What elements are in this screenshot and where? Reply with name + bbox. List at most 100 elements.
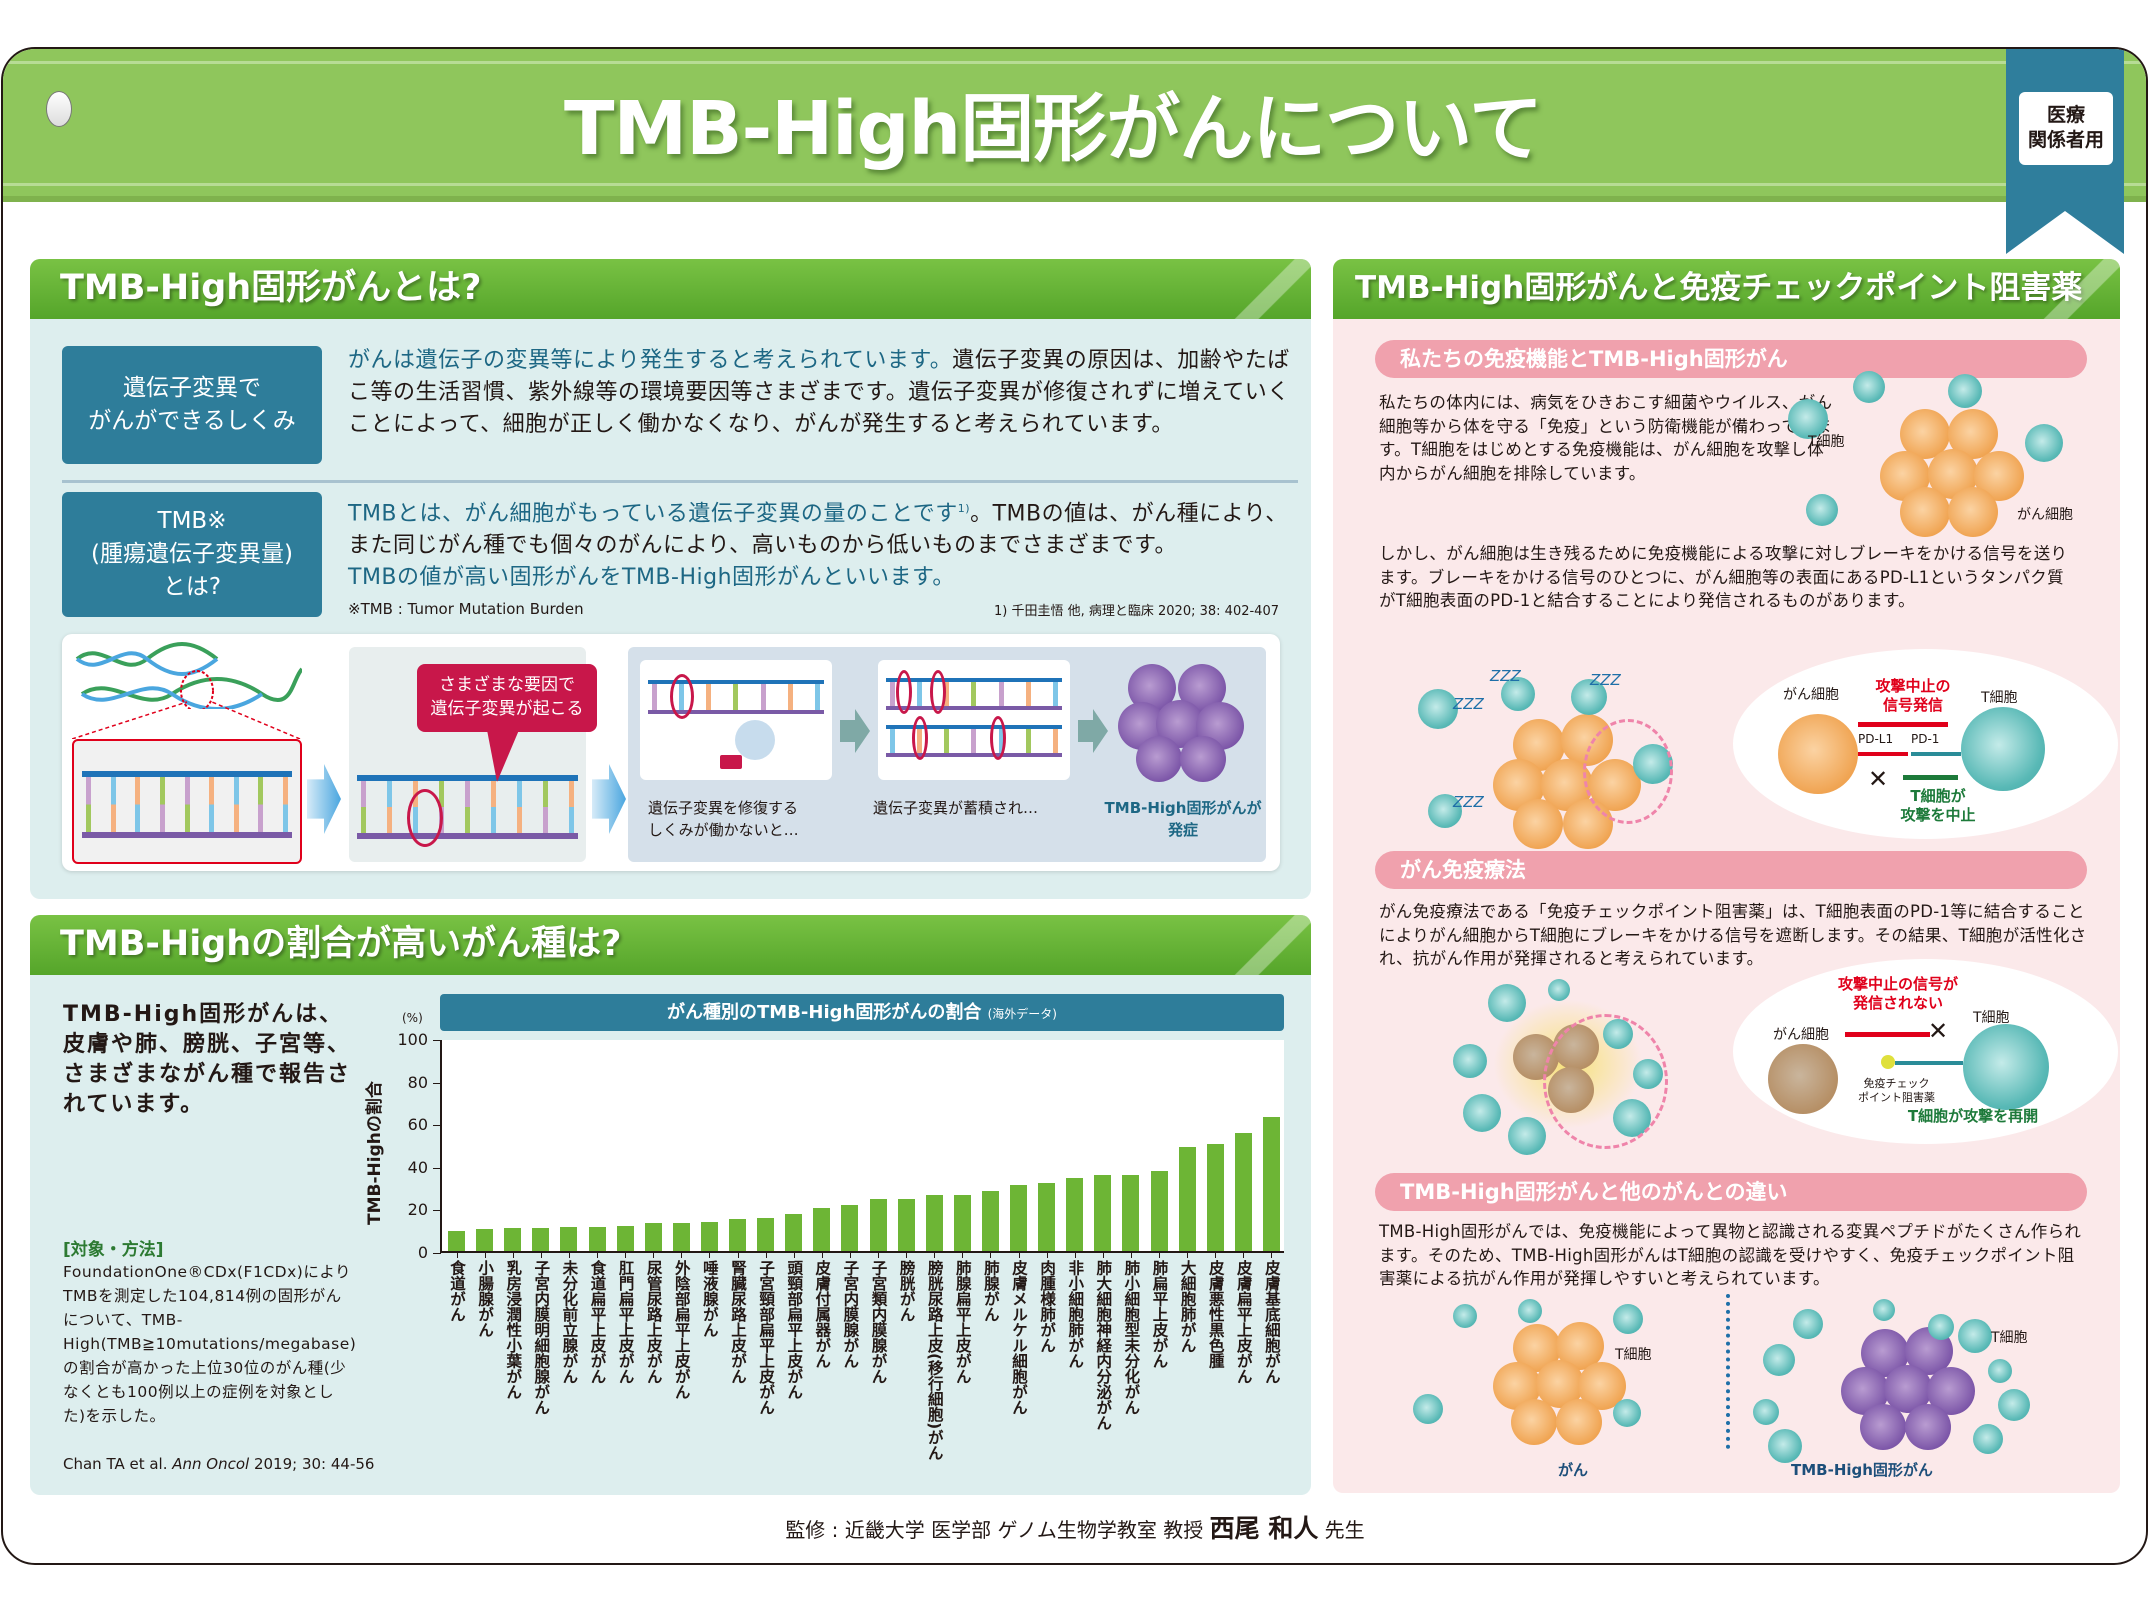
attack-resumed-label: T細胞が攻撃を再開: [1907, 1107, 2039, 1125]
suppressed-tcells-illustration: [1393, 659, 1693, 849]
x-axis-label: 食道がん: [448, 1260, 466, 1322]
bar: [1234, 1133, 1252, 1251]
x-axis-label: 肺腺扁平上皮がん: [953, 1260, 972, 1384]
bar: [1150, 1171, 1168, 1251]
immunotherapy-text: がん免疫療法である「免疫チェックポイント阻害薬」は、T細胞表面のPD-1等に結合…: [1379, 902, 2087, 968]
arrow-right-icon: [592, 764, 626, 834]
mutation-illustration: さまざまな要因で 遺伝子変異が起こる: [62, 634, 1280, 871]
y-axis-title: TMB-Highの割合: [365, 1081, 385, 1225]
bar: [1066, 1177, 1084, 1251]
y-axis-tick-label: 60: [407, 1115, 428, 1135]
label-mechanism: 遺伝子変異で がんができるしくみ: [62, 346, 322, 464]
x-axis-label: 皮膚メルケル細胞がん: [1010, 1260, 1028, 1415]
dna-normal: [72, 739, 302, 864]
lead-text: TMB-High固形がんは、皮膚や肺、膀胱、子宮等、さまざまながん種で報告されて…: [63, 1002, 352, 1117]
section-title: TMB-Highの割合が高いがん種は?: [30, 915, 1311, 975]
x-axis-label: 皮膚悪性黒色腫: [1206, 1260, 1225, 1369]
tcell-icon: [1963, 1024, 2049, 1110]
tcell-attack-illustration: [1788, 369, 2088, 539]
bar: [1010, 1184, 1027, 1251]
bar: [953, 1194, 971, 1251]
difference-text: TMB-High固形がんでは、免疫機能によって異物と認識される変異ペプチドがたく…: [1379, 1222, 2082, 1288]
block-x-icon: ✕: [1928, 1017, 1949, 1045]
bar: [616, 1226, 634, 1251]
bar: [869, 1198, 887, 1251]
method-text: FoundationOne®CDx(F1CDx)によりTMBを測定した104,8…: [63, 1263, 357, 1425]
bar: [1178, 1147, 1196, 1251]
chart-title: がん種別のTMB-High固形がんの割合 (海外データ): [440, 994, 1284, 1031]
bar: [1094, 1175, 1112, 1251]
x-axis-label: 乳房浸潤性小葉がん: [504, 1260, 523, 1400]
tmb-high-cancer-cluster-icon: [1118, 662, 1248, 782]
page-title: TMB-High固形がんについて: [564, 86, 1543, 172]
bar: [981, 1191, 999, 1251]
audience-badge: 医療 関係者用: [2019, 92, 2113, 165]
method-heading: [対象・方法]: [63, 1240, 164, 1260]
no-stop-signal-label: 攻撃中止の信号が 発信されない: [1837, 975, 1958, 1012]
accumulation-panel: 遺伝子変異を修復する しくみが働かないと… 遺伝子変異が蓄積され… TMB-Hi…: [628, 647, 1266, 862]
bar: [925, 1195, 943, 1251]
x-axis-label: 小腸腺がん: [476, 1260, 495, 1338]
toolbox-icon: [720, 755, 742, 769]
x-axis-label: 皮膚扁平上皮がん: [1234, 1260, 1253, 1384]
bar: [532, 1228, 550, 1251]
mutation-ring-icon: [407, 789, 443, 847]
title-banner: TMB-High固形がんについて: [3, 49, 2146, 202]
bar: [1122, 1174, 1140, 1251]
x-axis-label: 肺腺がん: [981, 1260, 1000, 1322]
x-axis-label: 肺小細胞型未分化がん: [1122, 1260, 1141, 1415]
x-axis-label: 皮膚基底細胞がん: [1262, 1260, 1281, 1384]
normal-cancer-illustration: [1413, 1299, 1693, 1454]
bar: [672, 1223, 690, 1251]
checkpoint-inhibitor-icon: [1881, 1055, 1895, 1069]
attack-arrow-icon: [1903, 775, 1958, 780]
bar: [757, 1217, 775, 1251]
section-title: TMB-High固形がんとは?: [30, 259, 1311, 319]
repair-worker-icon: [735, 720, 775, 760]
x-axis-label: 頭頸部扁平上皮がん: [785, 1260, 804, 1400]
subsection-title-immunity: 私たちの免疫機能とTMB-High固形がん: [1375, 340, 2087, 378]
x-axis-label: 子宮類内膜腺がん: [869, 1260, 888, 1384]
bar: [644, 1223, 662, 1251]
checkpoint-inhibitor-label: 免疫チェック ポイント阻害薬: [1858, 1077, 1935, 1104]
label-tmb: TMB※ (腫瘍遺伝子変異量) とは?: [62, 492, 322, 617]
x-axis-label: 子宮頸部扁平上皮がん: [757, 1260, 776, 1415]
x-axis-label: 唾液腺がん: [700, 1260, 719, 1338]
section-what-is-tmb-high: TMB-High固形がんとは? 遺伝子変異で がんができるしくみ がんは遺伝子の…: [30, 259, 1311, 899]
pdl1-callout-bubble: がん細胞 攻撃中止の 信号発信 T細胞 PD-L1 PD-1 ✕ T細胞が 攻撃…: [1733, 649, 2118, 839]
brake-signal-text: しかし、がん細胞は生き残るために免疫機能による攻撃に対しブレーキをかける信号を送…: [1379, 544, 2068, 610]
signal-arrow-icon: [1858, 722, 1948, 727]
x-axis-label: 肛門扁平上皮がん: [616, 1260, 635, 1384]
x-axis-label: 肉腫様肺がん: [1038, 1260, 1057, 1353]
x-axis-label: 膀胱がん: [897, 1260, 916, 1322]
label-normal-cancer: がん: [1558, 1461, 1589, 1479]
bar: [813, 1207, 831, 1251]
x-axis-label: 腎臓尿路上皮がん: [729, 1260, 747, 1384]
bar: [448, 1230, 465, 1251]
section-immune-checkpoint: TMB-High固形がんと免疫チェックポイント阻害薬 私たちの免疫機能とTMB-…: [1333, 259, 2120, 1493]
label-cancer-cell: がん細胞: [2017, 507, 2073, 523]
arrow-right-icon: [307, 764, 341, 834]
x-axis-label: 非小細胞肺がん: [1066, 1260, 1085, 1369]
x-axis-label: 外陰部扁平上皮がん: [672, 1260, 691, 1400]
subsection-title-difference: TMB-High固形がんと他のがんとの違い: [1375, 1173, 2087, 1211]
section-title: TMB-High固形がんと免疫チェックポイント阻害薬: [1333, 259, 2120, 319]
subsection-title-immunotherapy: がん免疫療法: [1375, 851, 2087, 889]
callout-mutation: さまざまな要因で 遺伝子変異が起こる: [417, 664, 597, 782]
y-axis-tick-label: 40: [407, 1157, 428, 1177]
activated-tcells-illustration: [1453, 979, 1683, 1155]
mechanism-text: がんは遺伝子の変異等により発生すると考えられています。遺伝子変異の原因は、加齢や…: [348, 348, 1290, 437]
y-axis-tick-label: 20: [407, 1200, 428, 1220]
tmb-definition-text: TMBとは、がん細胞がもっている遺伝子変異の量のことです1)。TMBの値は、がん…: [348, 501, 1288, 591]
bar: [588, 1227, 606, 1251]
label-tmb-high-cancer: TMB-High固形がん: [1791, 1461, 1933, 1479]
caption-repair-failure: 遺伝子変異を修復する しくみが働かないと…: [648, 799, 799, 839]
bar: [1206, 1144, 1224, 1251]
y-axis-tick-label: 100: [397, 1030, 428, 1049]
divider: [62, 480, 1298, 483]
dna-helix-icon: [75, 642, 302, 709]
bar: [1262, 1117, 1280, 1251]
cancer-cell-icon: [1778, 714, 1858, 794]
comparison-divider: [1726, 1294, 1730, 1449]
zoom-lines: [72, 701, 301, 739]
